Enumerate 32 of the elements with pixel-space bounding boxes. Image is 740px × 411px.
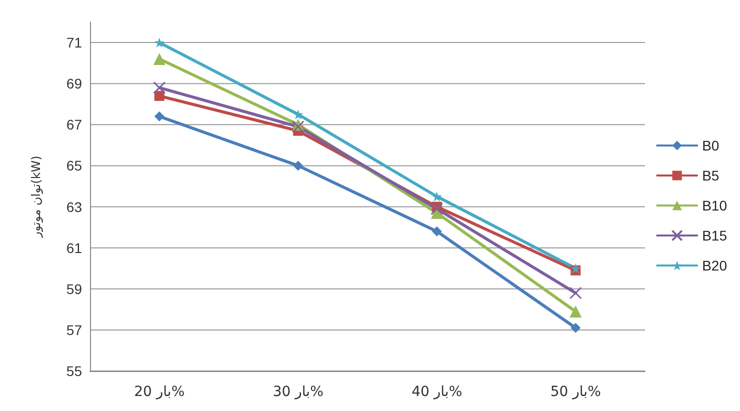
point: [570, 305, 582, 318]
point: [154, 111, 164, 122]
point: [293, 109, 304, 120]
y-tick-label: 69: [66, 76, 82, 92]
legend-label: B15: [702, 228, 728, 244]
point: [430, 202, 444, 216]
y-tick-label: 59: [66, 280, 82, 297]
x-tick-label: بار 40%: [412, 384, 462, 400]
legend-label: B10: [702, 198, 728, 214]
y-tick-label: 65: [66, 158, 82, 174]
y-tick-label: 71: [66, 34, 82, 51]
point: [154, 90, 164, 101]
x-tick-label: بار 20%: [134, 384, 185, 400]
y-axis-title: توان موتور(kW): [29, 156, 43, 238]
y-tick-label: 57: [66, 322, 82, 338]
point: [293, 160, 304, 171]
point: [154, 38, 164, 48]
x-tick-label: بار 50%: [550, 384, 601, 400]
point: [570, 322, 581, 333]
y-tick-label: 63: [66, 198, 82, 215]
y-tick-label: 61: [66, 240, 82, 256]
legend-label: B20: [702, 258, 728, 274]
x-tick-label: بار 30%: [272, 384, 324, 400]
legend-label: B5: [702, 168, 720, 184]
point: [432, 192, 442, 202]
y-tick-label: 55: [66, 363, 82, 379]
y-tick-label: 67: [66, 116, 82, 133]
point: [569, 286, 582, 300]
legend-label: B0: [702, 138, 720, 154]
point: [153, 52, 166, 65]
point: [153, 81, 166, 94]
point: [432, 226, 442, 236]
